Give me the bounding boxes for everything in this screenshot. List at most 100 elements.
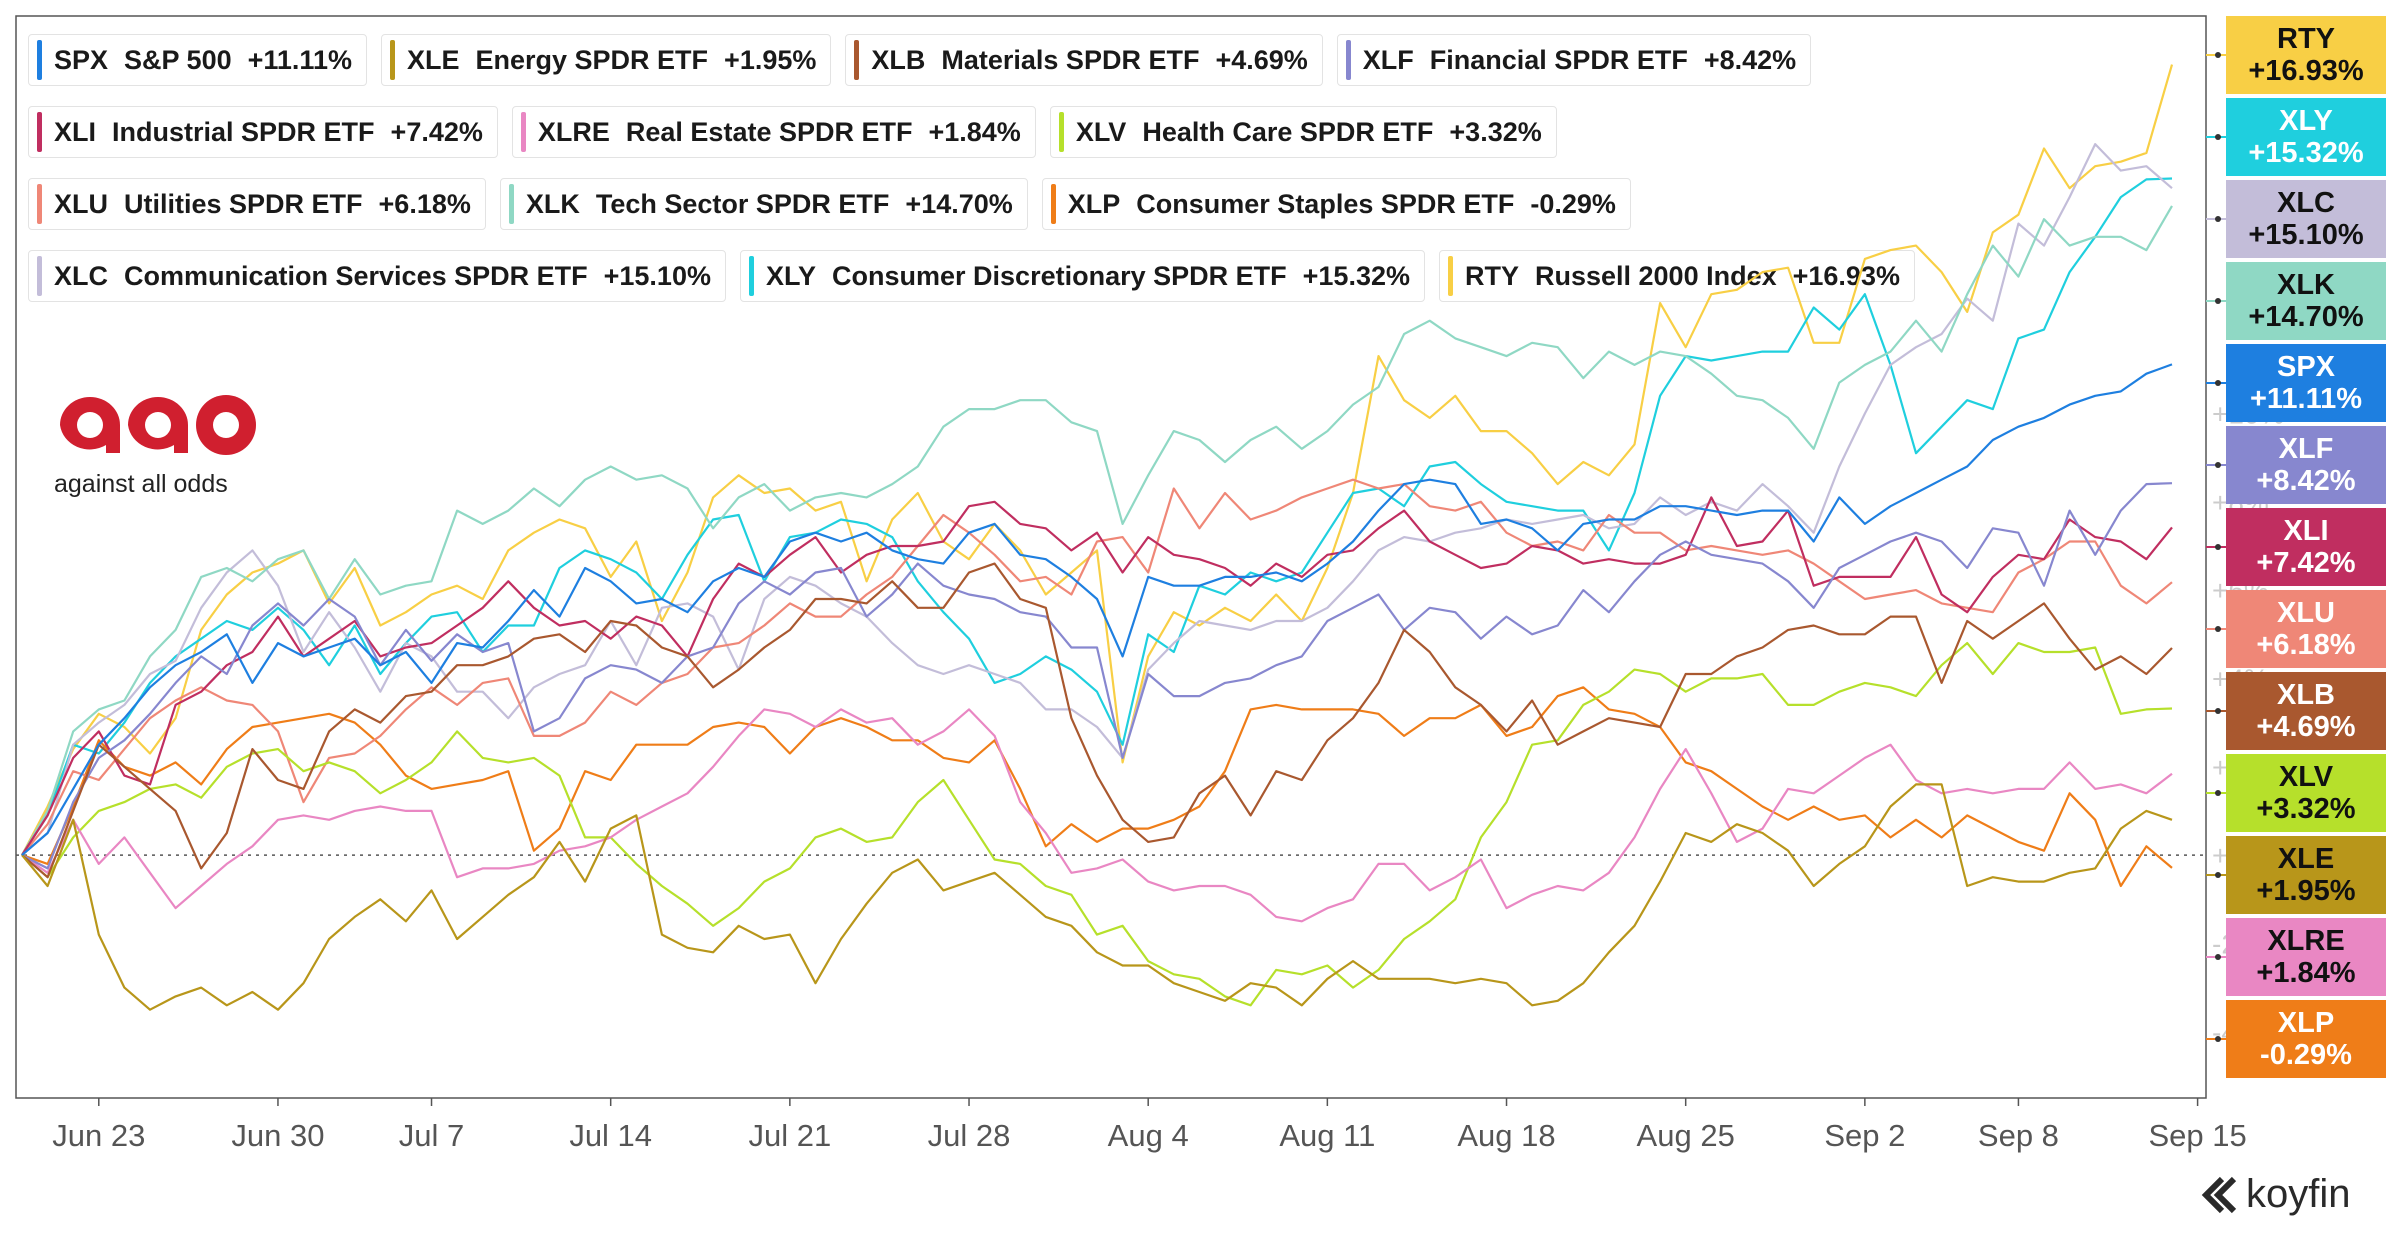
legend-change: +14.70% (905, 188, 1013, 219)
x-tick-label: Jul 28 (927, 1118, 1011, 1153)
legend-item-xlb[interactable]: XLB Materials SPDR ETF +4.69% (845, 34, 1323, 86)
legend-swatch (37, 256, 42, 296)
plot-frame (15, 15, 2207, 1099)
legend-item-xlre[interactable]: XLRE Real Estate SPDR ETF +1.84% (511, 106, 1036, 158)
side-connector-dot (2215, 544, 2221, 550)
series-line-xlb (21, 562, 2173, 879)
side-label-ticker: XLI (2283, 515, 2329, 547)
side-label-change: +15.32% (2248, 137, 2364, 169)
legend-row: XLU Utilities SPDR ETF +6.18% XLK Tech Secto… (28, 178, 1631, 230)
legend-item-xly[interactable]: XLY Consumer Discretionary SPDR ETF +15.32… (739, 250, 1425, 302)
x-tick-label: Jul 14 (569, 1118, 653, 1153)
side-label-xly: XLY +15.32% (2226, 98, 2386, 176)
against-all-odds-logo (60, 395, 256, 455)
legend-name: Tech Sector SPDR ETF (595, 188, 890, 219)
side-connector-dot (2215, 954, 2221, 960)
koyfin-wordmark: koyfin (2246, 1172, 2351, 1216)
legend-name: Consumer Staples SPDR ETF (1136, 188, 1515, 219)
legend-row: XLC Communication Services SPDR ETF +15.10… (28, 250, 1915, 302)
legend-name: Financial SPDR ETF (1429, 44, 1688, 75)
side-label-rty: RTY +16.93% (2226, 16, 2386, 94)
series-line-xlu (21, 478, 2173, 856)
side-label-xlre: XLRE +1.84% (2226, 918, 2386, 996)
legend-ticker: XLRE (537, 116, 610, 147)
side-label-ticker: XLU (2277, 597, 2335, 629)
legend-ticker: XLV (1075, 116, 1127, 147)
legend-item-xle[interactable]: XLE Energy SPDR ETF +1.95% (380, 34, 832, 86)
side-label-change: +11.11% (2249, 383, 2363, 415)
legend-item-xlp[interactable]: XLP Consumer Staples SPDR ETF -0.29% (1041, 178, 1631, 230)
side-connector-dot (2215, 52, 2221, 58)
legend-name: Health Care SPDR ETF (1142, 116, 1434, 147)
legend-swatch (1345, 40, 1351, 80)
legend-swatch (748, 256, 754, 296)
x-tick-label: Jul 7 (398, 1118, 465, 1153)
side-label-xlu: XLU +6.18% (2226, 590, 2386, 668)
series-line-xlre (21, 708, 2173, 923)
legend-change: +11.11% (247, 44, 352, 75)
side-connector-dot (2215, 134, 2221, 140)
legend-name: Consumer Discretionary SPDR ETF (832, 260, 1287, 291)
side-label-ticker: SPX (2276, 351, 2336, 383)
x-tick-label: Aug 18 (1457, 1118, 1556, 1153)
side-label-ticker: XLY (2279, 105, 2333, 137)
series-line-xlv (21, 642, 2173, 1007)
x-tick-label: Jun 30 (231, 1118, 325, 1153)
legend-item-xlv[interactable]: XLV Health Care SPDR ETF +3.32% (1049, 106, 1557, 158)
series-line-xlk (21, 205, 2173, 856)
legend-change: +8.42% (1703, 44, 1797, 75)
legend-change: +15.10% (603, 260, 711, 291)
legend-item-xli[interactable]: XLI Industrial SPDR ETF +7.42% (28, 106, 498, 158)
legend-name: Industrial SPDR ETF (112, 116, 375, 147)
side-label-xlf: XLF +8.42% (2226, 426, 2386, 504)
koyfin-icon (2201, 1176, 2237, 1213)
legend-row: SPX S&P 500 +11.11% XLE Energy SPDR ETF +1.95… (28, 34, 1812, 86)
legend-change: +3.32% (1449, 116, 1542, 147)
legend-swatch (520, 112, 526, 152)
legend-swatch (1050, 184, 1056, 224)
legend-row: XLI Industrial SPDR ETF +7.42% XLRE Real Est… (28, 106, 1557, 158)
legend-ticker: XLU (54, 188, 108, 219)
legend-ticker: XLB (871, 44, 926, 75)
legend-item-xlk[interactable]: XLK Tech Sector SPDR ETF +14.70% (499, 178, 1028, 230)
side-connector-dot (2215, 380, 2221, 386)
side-label-change: +1.95% (2256, 875, 2356, 907)
legend-ticker: XLI (54, 116, 97, 147)
side-label-change: +16.93% (2248, 55, 2364, 87)
series-line-spx (21, 363, 2173, 856)
legend-item-xlu[interactable]: XLU Utilities SPDR ETF +6.18% (28, 178, 486, 230)
side-connector-dot (2215, 216, 2221, 222)
legend-swatch (854, 40, 860, 80)
side-label-change: +1.84% (2256, 957, 2356, 989)
side-label-ticker: XLP (2277, 1007, 2335, 1039)
legend-change: +16.93% (1792, 260, 1900, 291)
legend-item-spx[interactable]: SPX S&P 500 +11.11% (28, 34, 367, 86)
legend-item-rty[interactable]: RTY Russell 2000 Index +16.93% (1438, 250, 1915, 302)
koyfin-watermark: koyfin (2200, 1172, 2351, 1217)
legend-item-xlc[interactable]: XLC Communication Services SPDR ETF +15.10… (28, 250, 726, 302)
x-tick-label: Jun 23 (52, 1118, 146, 1153)
legend-item-xlf[interactable]: XLF Financial SPDR ETF +8.42% (1336, 34, 1812, 86)
side-label-change: +14.70% (2248, 301, 2364, 333)
x-tick-label: Jul 21 (748, 1118, 832, 1153)
legend-swatch (37, 184, 42, 224)
side-connector-dot (2215, 1036, 2221, 1042)
legend-change: +1.84% (928, 116, 1021, 147)
side-label-change: +8.42% (2256, 465, 2356, 497)
series-line-xlc (21, 143, 2173, 856)
legend-change: +6.18% (378, 188, 471, 219)
legend-swatch (37, 112, 42, 152)
side-label-ticker: XLRE (2267, 925, 2345, 957)
side-label-xle: XLE +1.95% (2226, 836, 2386, 914)
side-label-change: +15.10% (2248, 219, 2364, 251)
side-label-ticker: XLB (2277, 679, 2335, 711)
legend-name: Utilities SPDR ETF (124, 188, 363, 219)
side-label-xlp: XLP -0.29% (2226, 1000, 2386, 1078)
legend-swatch (508, 184, 514, 224)
x-tick-label: Sep 15 (2148, 1118, 2247, 1153)
series-line-xly (21, 177, 2173, 856)
side-label-change: +3.32% (2256, 793, 2356, 825)
legend-ticker: SPX (54, 44, 109, 75)
legend-change: +1.95% (724, 44, 817, 75)
